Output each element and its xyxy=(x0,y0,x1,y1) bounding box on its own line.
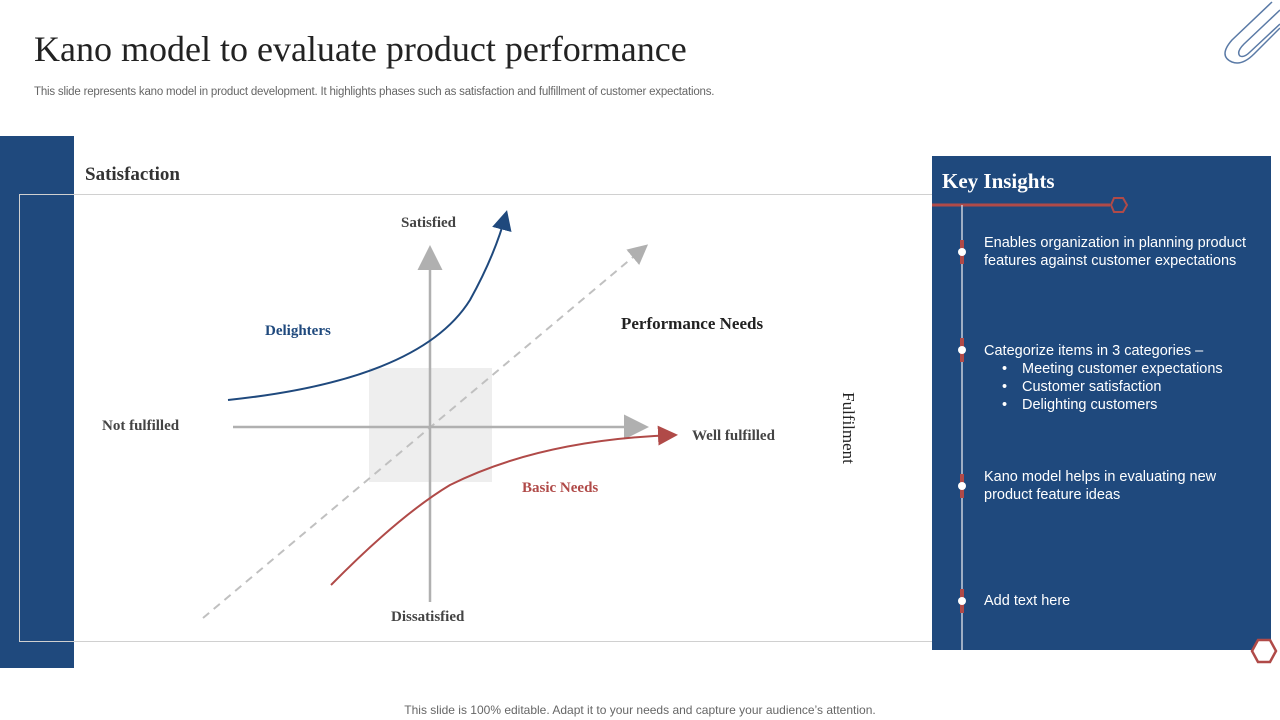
diagram-frame xyxy=(19,194,932,642)
satisfied-label: Satisfied xyxy=(401,215,457,231)
y-axis-title: Satisfaction xyxy=(85,164,180,185)
kano-diagram xyxy=(202,210,678,619)
insight-item: Add text here xyxy=(984,592,1264,610)
insight-item: Enables organization in planning product… xyxy=(984,234,1264,270)
insight-item: Categorize items in 3 categories – Meeti… xyxy=(984,342,1264,414)
diagonal-performance-line xyxy=(202,244,649,619)
insight-bullet: Meeting customer expectations xyxy=(1002,360,1264,378)
x-axis-title: Fulfilment xyxy=(838,392,858,464)
insight-text: Categorize items in 3 categories – xyxy=(984,343,1204,359)
left-accent-bar xyxy=(0,136,74,668)
paperclip-icon xyxy=(1224,1,1280,64)
hexagon-icon xyxy=(1109,197,1129,213)
key-insights-title: Key Insights xyxy=(942,169,1055,193)
delighters-label: Delighters xyxy=(265,323,331,339)
insight-item: Kano model helps in evaluating new produ… xyxy=(984,468,1234,504)
page-subtitle: This slide represents kano model in prod… xyxy=(34,86,715,98)
insight-text: Kano model helps in evaluating new produ… xyxy=(984,469,1217,503)
dissatisfied-label: Dissatisfied xyxy=(391,609,465,625)
hexagon-icon xyxy=(1250,638,1278,664)
not-fulfilled-label: Not fulfilled xyxy=(102,418,180,434)
timeline-dots xyxy=(958,240,966,613)
insight-bullet: Delighting customers xyxy=(1002,396,1264,414)
well-fulfilled-label: Well fulfilled xyxy=(692,428,775,444)
page-title: Kano model to evaluate product performan… xyxy=(34,29,687,69)
basic-needs-curve xyxy=(330,425,678,586)
insight-text: Enables organization in planning product… xyxy=(984,235,1246,269)
delighters-curve xyxy=(227,210,512,401)
insight-bullet: Customer satisfaction xyxy=(1002,378,1264,396)
insights-timeline xyxy=(932,197,1278,664)
basic-needs-label: Basic Needs xyxy=(522,480,599,496)
insight-text: Add text here xyxy=(984,593,1071,609)
performance-needs-label: Performance Needs xyxy=(621,314,764,333)
footer-note: This slide is 100% editable. Adapt it to… xyxy=(404,703,876,717)
